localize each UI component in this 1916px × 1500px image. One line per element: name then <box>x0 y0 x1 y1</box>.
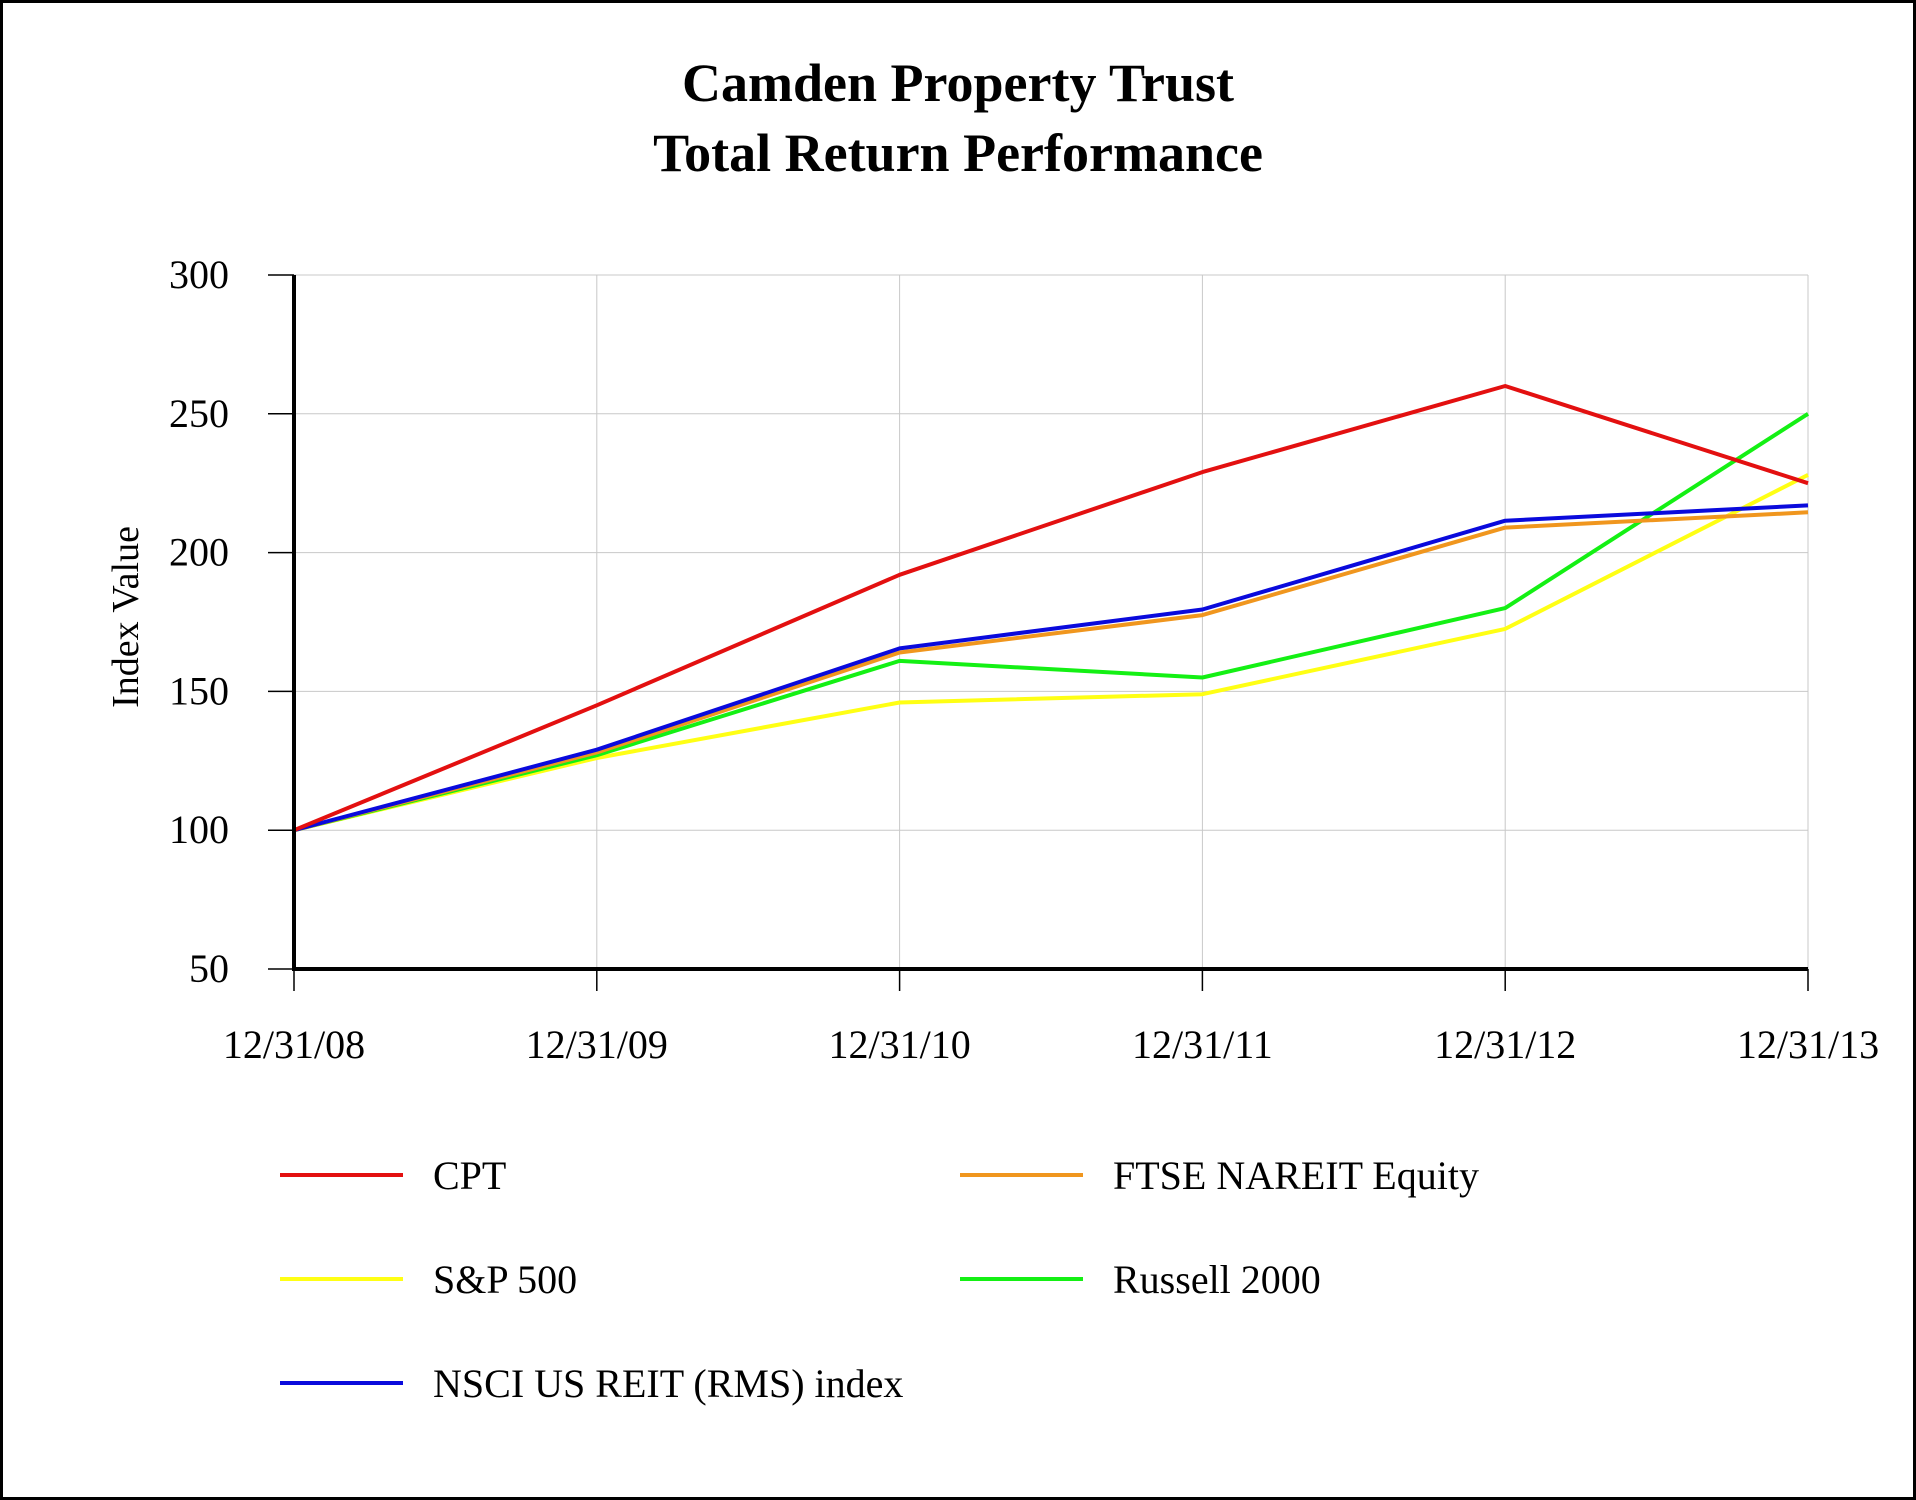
legend-label: NSCI US REIT (RMS) index <box>433 1361 903 1406</box>
axes <box>268 274 1809 991</box>
y-tick-labels: 300 250 200 150 100 50 <box>169 252 229 991</box>
legend-item: FTSE NAREIT Equity <box>960 1153 1479 1198</box>
legend-label: S&P 500 <box>433 1257 577 1302</box>
legend-item: NSCI US REIT (RMS) index <box>280 1361 903 1406</box>
legend-item: CPT <box>280 1153 506 1198</box>
x-tick-label: 12/31/13 <box>1737 1022 1879 1067</box>
legend-label: Russell 2000 <box>1113 1257 1321 1302</box>
gridlines <box>294 274 1809 969</box>
y-tick-label: 300 <box>169 252 229 297</box>
series-line-cpt <box>293 384 1809 833</box>
legend: CPT FTSE NAREIT Equity S&P 500 Russell 2000… <box>280 1153 1479 1406</box>
y-tick-label: 100 <box>169 807 229 852</box>
chart-title: Camden Property Trust <box>682 53 1234 113</box>
x-tick-labels: 12/31/08 12/31/09 12/31/10 12/31/11 12/31/12… <box>223 1022 1879 1067</box>
x-tick-label: 12/31/08 <box>223 1022 365 1067</box>
series-line-russell-2000 <box>293 412 1810 833</box>
x-tick-label: 12/31/12 <box>1434 1022 1576 1067</box>
x-tick-label: 12/31/10 <box>828 1022 970 1067</box>
y-tick-label: 200 <box>169 530 229 575</box>
legend-label: CPT <box>433 1153 506 1198</box>
series-line-nsci-us-reit-rms-index <box>293 503 1809 833</box>
chart-subtitle: Total Return Performance <box>653 123 1263 183</box>
legend-label: FTSE NAREIT Equity <box>1113 1153 1479 1198</box>
x-tick-label: 12/31/11 <box>1132 1022 1273 1067</box>
series-line-ftse-nareit-equity <box>293 510 1809 833</box>
y-tick-label: 50 <box>189 946 229 991</box>
series-lines <box>293 384 1810 833</box>
series-line-s-p-500 <box>293 473 1809 833</box>
y-tick-label: 150 <box>169 668 229 713</box>
legend-item: Russell 2000 <box>960 1257 1321 1302</box>
legend-item: S&P 500 <box>280 1257 577 1302</box>
x-tick-label: 12/31/09 <box>526 1022 668 1067</box>
y-axis-label: Index Value <box>105 526 147 708</box>
y-tick-label: 250 <box>169 391 229 436</box>
